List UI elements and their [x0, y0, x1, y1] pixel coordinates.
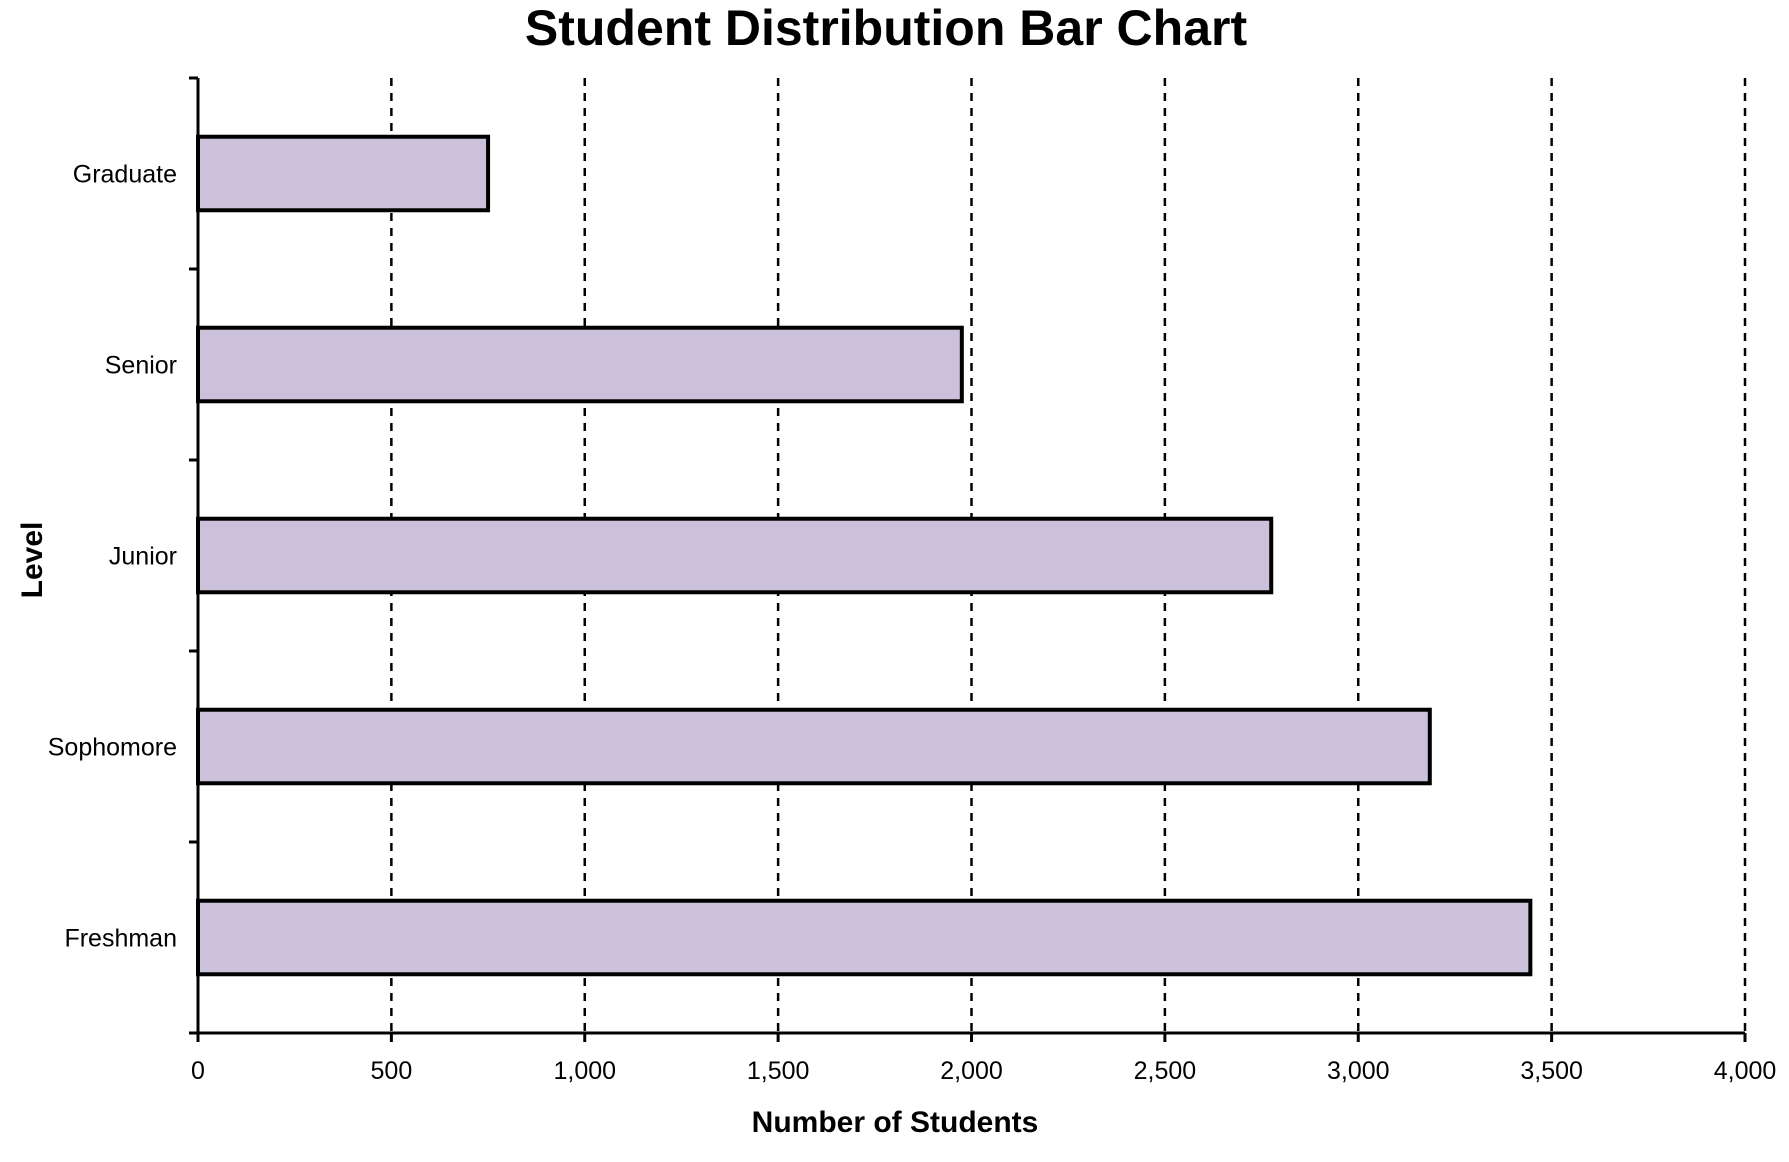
x-tick-label-0: 0	[191, 1057, 205, 1085]
x-tick-label-3: 1,500	[747, 1057, 810, 1085]
bars	[196, 134, 1533, 977]
category-label-graduate: Graduate	[73, 161, 177, 189]
x-tick-label-1: 500	[371, 1057, 413, 1085]
bar-graduate	[196, 134, 491, 213]
category-label-sophomore: Sophomore	[48, 734, 177, 762]
x-tick-label-5: 2,500	[1134, 1057, 1197, 1085]
x-tick-label-4: 2,000	[940, 1057, 1003, 1085]
grid-lines	[390, 78, 1747, 1033]
x-axis-title: Number of Students	[752, 1106, 1039, 1139]
y-axis-title: Level	[16, 522, 49, 599]
bar-sophomore	[196, 707, 1432, 786]
chart-title: Student Distribution Bar Chart	[525, 0, 1248, 56]
bar-senior	[196, 325, 964, 404]
bar-junior	[196, 516, 1274, 595]
x-tick-label-7: 3,500	[1520, 1057, 1583, 1085]
y-category-labels: Graduate Senior Junior Sophomore Freshman	[48, 161, 177, 953]
x-tick-label-8: 4,000	[1714, 1057, 1777, 1085]
category-label-senior: Senior	[105, 352, 177, 380]
axis-ticks	[189, 76, 1747, 1042]
x-tick-label-2: 1,000	[553, 1057, 616, 1085]
category-label-freshman: Freshman	[64, 925, 177, 953]
x-tick-label-6: 3,000	[1327, 1057, 1390, 1085]
x-tick-labels: 0 500 1,000 1,500 2,000 2,500 3,000 3,500 4,000	[191, 1057, 1776, 1085]
category-label-junior: Junior	[109, 543, 177, 571]
bar-freshman	[196, 898, 1533, 977]
